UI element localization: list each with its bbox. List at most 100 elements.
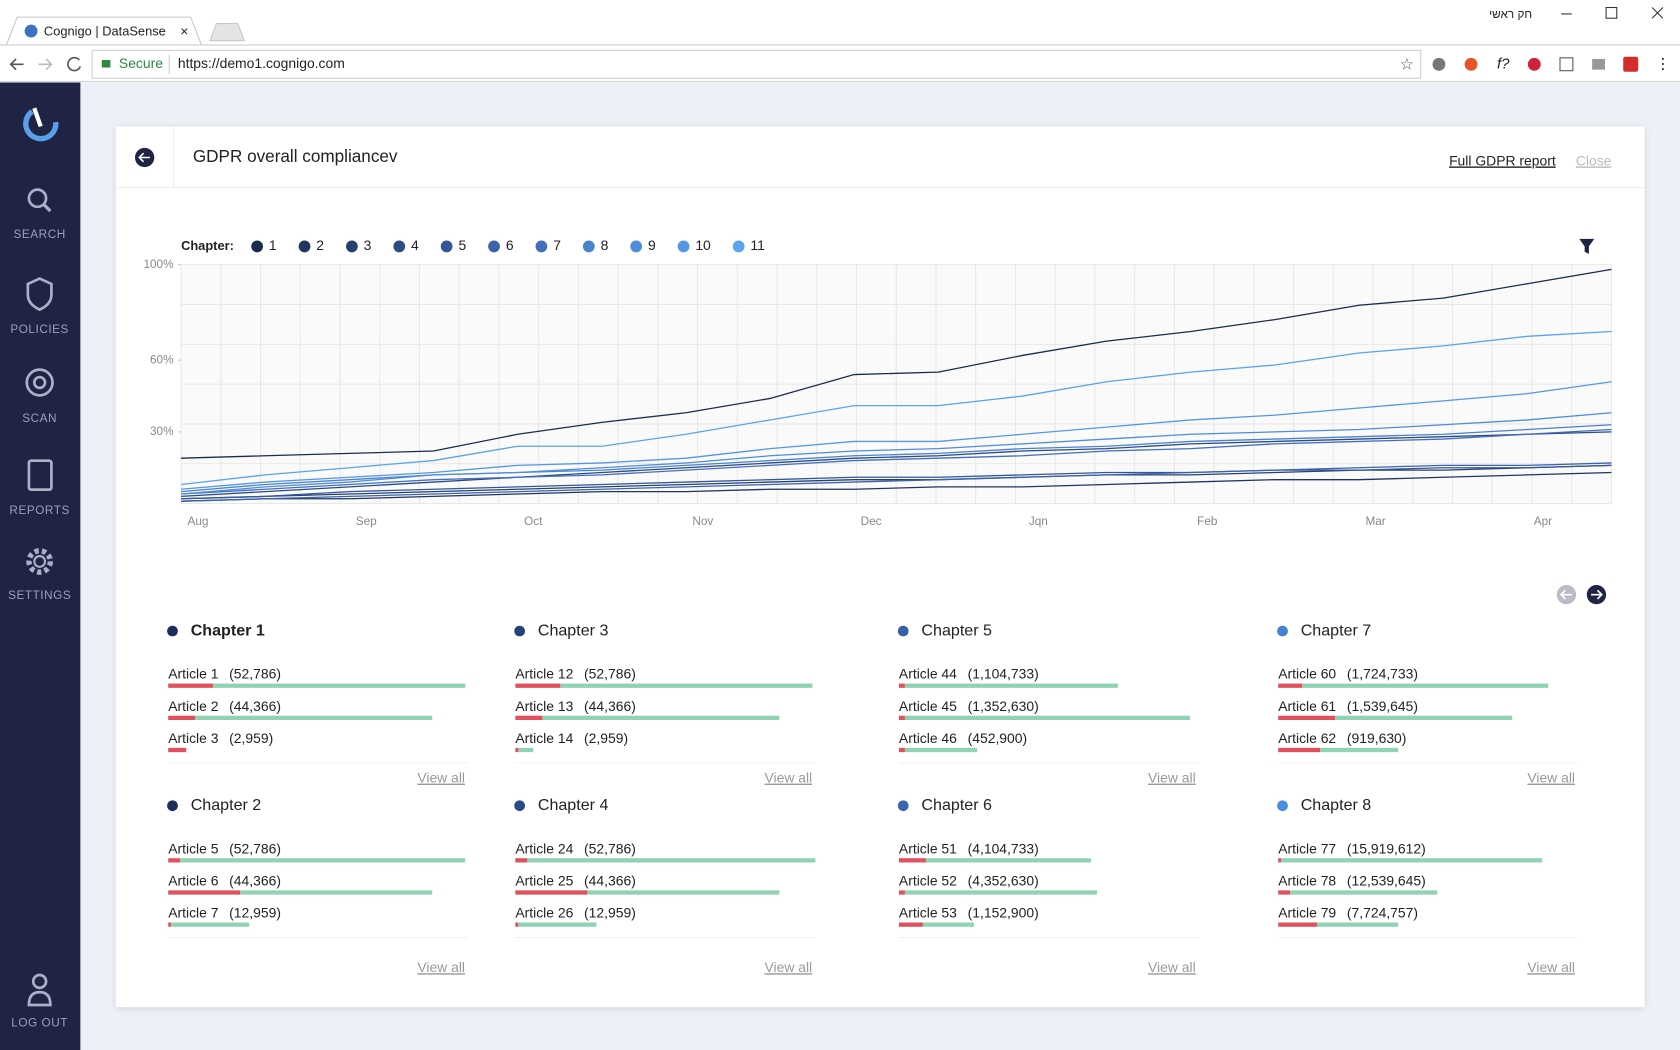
article-name[interactable]: Article 14 [515, 730, 573, 746]
article-name[interactable]: Article 46 [899, 730, 957, 746]
extension-icon[interactable] [1464, 57, 1478, 71]
chapter-title[interactable]: Chapter 3 [538, 621, 609, 639]
legend-swatch[interactable] [393, 240, 406, 253]
view-all-link[interactable]: View all [764, 770, 812, 786]
extension-icon[interactable] [1559, 57, 1574, 72]
article-name[interactable]: Article 1 [168, 666, 218, 682]
article-name[interactable]: Article 24 [515, 840, 573, 856]
maximize[interactable] [1605, 6, 1618, 19]
legend-swatch[interactable] [630, 240, 643, 253]
legend-label[interactable]: 5 [458, 237, 466, 253]
search-icon [27, 188, 48, 209]
legend-swatch[interactable] [677, 240, 690, 253]
view-all-link[interactable]: View all [1148, 959, 1196, 975]
filter-icon[interactable] [1579, 238, 1595, 254]
chapter-dot [897, 625, 909, 637]
chapter-title[interactable]: Chapter 4 [538, 796, 609, 814]
forward-button[interactable] [38, 58, 53, 71]
extension-icon[interactable] [1527, 57, 1541, 71]
legend-label[interactable]: 1 [269, 237, 277, 253]
extension-icon[interactable] [1432, 57, 1446, 71]
tab-close[interactable]: × [180, 23, 188, 39]
article-name[interactable]: Article 7 [168, 905, 218, 921]
article-name[interactable]: Article 60 [1278, 666, 1336, 682]
nav-label[interactable]: SEARCH [14, 228, 66, 241]
article-name[interactable]: Article 45 [899, 698, 957, 714]
view-all-link[interactable]: View all [417, 959, 465, 975]
chapter-title[interactable]: Chapter 6 [921, 796, 992, 814]
article-name[interactable]: Article 53 [899, 905, 957, 921]
article-name[interactable]: Article 12 [515, 666, 573, 682]
legend-swatch[interactable] [732, 240, 745, 253]
article-name[interactable]: Article 61 [1278, 698, 1336, 714]
article-name[interactable]: Article 78 [1278, 872, 1336, 888]
close-link[interactable]: Close [1576, 152, 1612, 168]
legend-label[interactable]: 10 [695, 237, 711, 253]
article-name[interactable]: Article 79 [1278, 905, 1336, 921]
article-name[interactable]: Article 5 [168, 840, 218, 856]
legend-label[interactable]: 11 [750, 237, 765, 253]
window-close[interactable] [1651, 7, 1664, 19]
chapter-title[interactable]: Chapter 1 [191, 621, 265, 639]
profile-name[interactable]: חק ראשי [1489, 8, 1532, 21]
new-tab[interactable] [209, 23, 246, 42]
chapter-dot [514, 625, 526, 637]
logout-label[interactable]: LOG OUT [11, 1016, 68, 1029]
series-line [181, 462, 1612, 502]
legend-swatch[interactable] [346, 240, 358, 253]
nav-label[interactable]: POLICIES [10, 323, 69, 336]
chapter-title[interactable]: Chapter 5 [921, 621, 992, 639]
x-tick-label: Nov [692, 515, 713, 528]
view-all-link[interactable]: View all [1148, 770, 1196, 786]
bar-red [898, 890, 905, 895]
article-name[interactable]: Article 26 [515, 905, 573, 921]
legend-label[interactable]: 3 [364, 237, 372, 253]
article-name[interactable]: Article 44 [899, 666, 957, 682]
legend-label[interactable]: 2 [316, 237, 324, 253]
legend-label[interactable]: 8 [601, 237, 609, 253]
view-all-link[interactable]: View all [417, 770, 465, 786]
article-name[interactable]: Article 2 [168, 698, 218, 714]
extension-icon[interactable]: f? [1497, 55, 1510, 72]
view-all-link[interactable]: View all [764, 959, 812, 975]
article-name[interactable]: Article 51 [899, 840, 957, 856]
legend-swatch[interactable] [535, 240, 548, 253]
legend-label[interactable]: 7 [553, 237, 561, 253]
legend-swatch[interactable] [298, 240, 311, 253]
article-name[interactable]: Article 77 [1278, 840, 1336, 856]
chapter-title[interactable]: Chapter 8 [1301, 796, 1372, 814]
legend-swatch[interactable] [582, 240, 595, 253]
article-name[interactable]: Article 52 [899, 872, 957, 888]
nav-label[interactable]: SETTINGS [8, 589, 71, 602]
legend-swatch[interactable] [440, 240, 453, 253]
view-all-link[interactable]: View all [1527, 770, 1575, 786]
full-report-link[interactable]: Full GDPR report [1449, 152, 1556, 168]
article-name[interactable]: Article 62 [1278, 730, 1336, 746]
legend-swatch[interactable] [251, 240, 264, 253]
legend-label[interactable]: 9 [648, 237, 656, 253]
reload-button[interactable] [67, 56, 82, 72]
legend-label[interactable]: 6 [506, 237, 514, 253]
legend-swatch[interactable] [488, 240, 500, 253]
legend-label[interactable]: 4 [411, 237, 419, 253]
nav-label[interactable]: SCAN [22, 412, 57, 425]
extension-icon[interactable] [1592, 58, 1606, 70]
article-count: (452,900) [968, 730, 1028, 746]
article-name[interactable]: Article 13 [515, 698, 573, 714]
x-tick-label: Oct [524, 515, 543, 528]
chapter-title[interactable]: Chapter 2 [191, 796, 262, 814]
bar-green [1302, 683, 1549, 688]
logo[interactable] [23, 109, 59, 142]
article-count: (12,959) [584, 905, 636, 921]
article-name[interactable]: Article 3 [168, 730, 218, 746]
address-bar[interactable] [91, 49, 1422, 79]
nav-label[interactable]: REPORTS [9, 504, 69, 517]
menu-button[interactable]: ⋮ [1655, 55, 1670, 72]
article-name[interactable]: Article 6 [168, 872, 218, 888]
extension-icon[interactable] [1623, 56, 1639, 72]
view-all-link[interactable]: View all [1527, 959, 1575, 975]
article-name[interactable]: Article 25 [515, 872, 573, 888]
chapter-title[interactable]: Chapter 7 [1301, 621, 1372, 639]
bookmark-star[interactable]: ☆ [1400, 56, 1414, 74]
back-button[interactable] [9, 58, 24, 71]
